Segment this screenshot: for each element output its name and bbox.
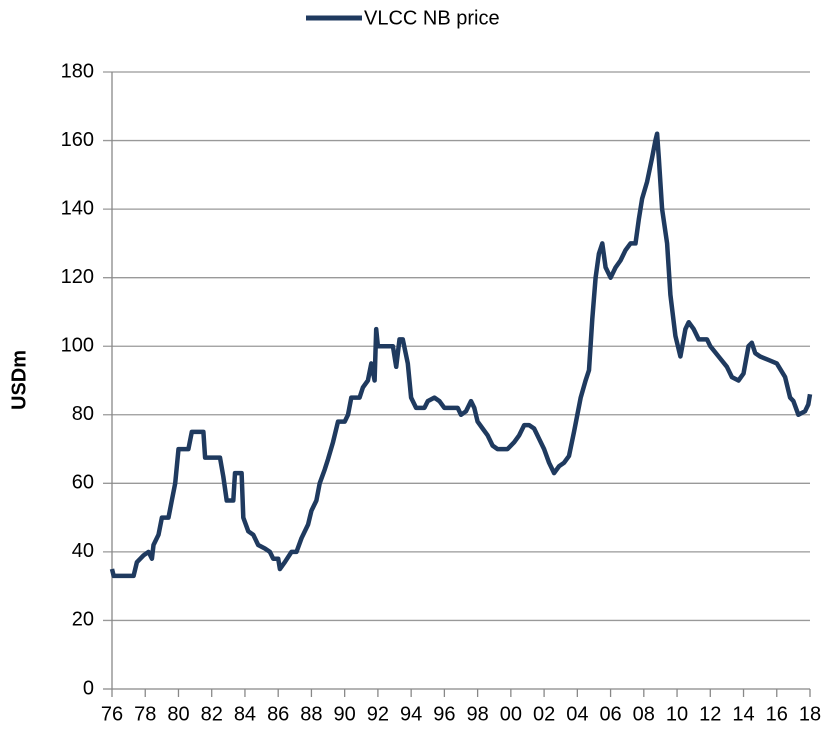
x-tick-label: 06 xyxy=(599,703,621,725)
x-tick-label: 96 xyxy=(433,703,455,725)
y-tick-label: 60 xyxy=(72,472,94,494)
x-tick-label: 82 xyxy=(201,703,223,725)
x-tick-label: 94 xyxy=(400,703,422,725)
y-tick-label: 20 xyxy=(72,609,94,631)
x-tick-label: 04 xyxy=(566,703,588,725)
y-tick-label: 120 xyxy=(61,266,94,288)
x-tick-label: 98 xyxy=(466,703,488,725)
y-axis-label: USDm xyxy=(8,350,30,410)
x-tick-label: 12 xyxy=(699,703,721,725)
x-tick-label: 84 xyxy=(234,703,256,725)
x-tick-label: 90 xyxy=(334,703,356,725)
legend-label: VLCC NB price xyxy=(364,7,500,29)
y-tick-label: 0 xyxy=(83,677,94,699)
y-tick-label: 40 xyxy=(72,540,94,562)
y-tick-label: 100 xyxy=(61,335,94,357)
x-tick-label: 18 xyxy=(799,703,821,725)
x-tick-label: 88 xyxy=(300,703,322,725)
x-tick-label: 14 xyxy=(732,703,754,725)
x-tick-label: 92 xyxy=(367,703,389,725)
x-tick-label: 76 xyxy=(101,703,123,725)
x-tick-label: 78 xyxy=(134,703,156,725)
x-tick-label: 16 xyxy=(766,703,788,725)
x-tick-label: 02 xyxy=(533,703,555,725)
x-tick-label: 10 xyxy=(666,703,688,725)
y-tick-label: 180 xyxy=(61,60,94,82)
y-tick-label: 140 xyxy=(61,197,94,219)
data-line xyxy=(109,131,813,579)
x-tick-label: 08 xyxy=(633,703,655,725)
x-tick-label: 86 xyxy=(267,703,289,725)
x-tick-label: 80 xyxy=(167,703,189,725)
x-tick-label: 00 xyxy=(500,703,522,725)
y-tick-label: 80 xyxy=(72,403,94,425)
y-tick-label: 160 xyxy=(61,129,94,151)
